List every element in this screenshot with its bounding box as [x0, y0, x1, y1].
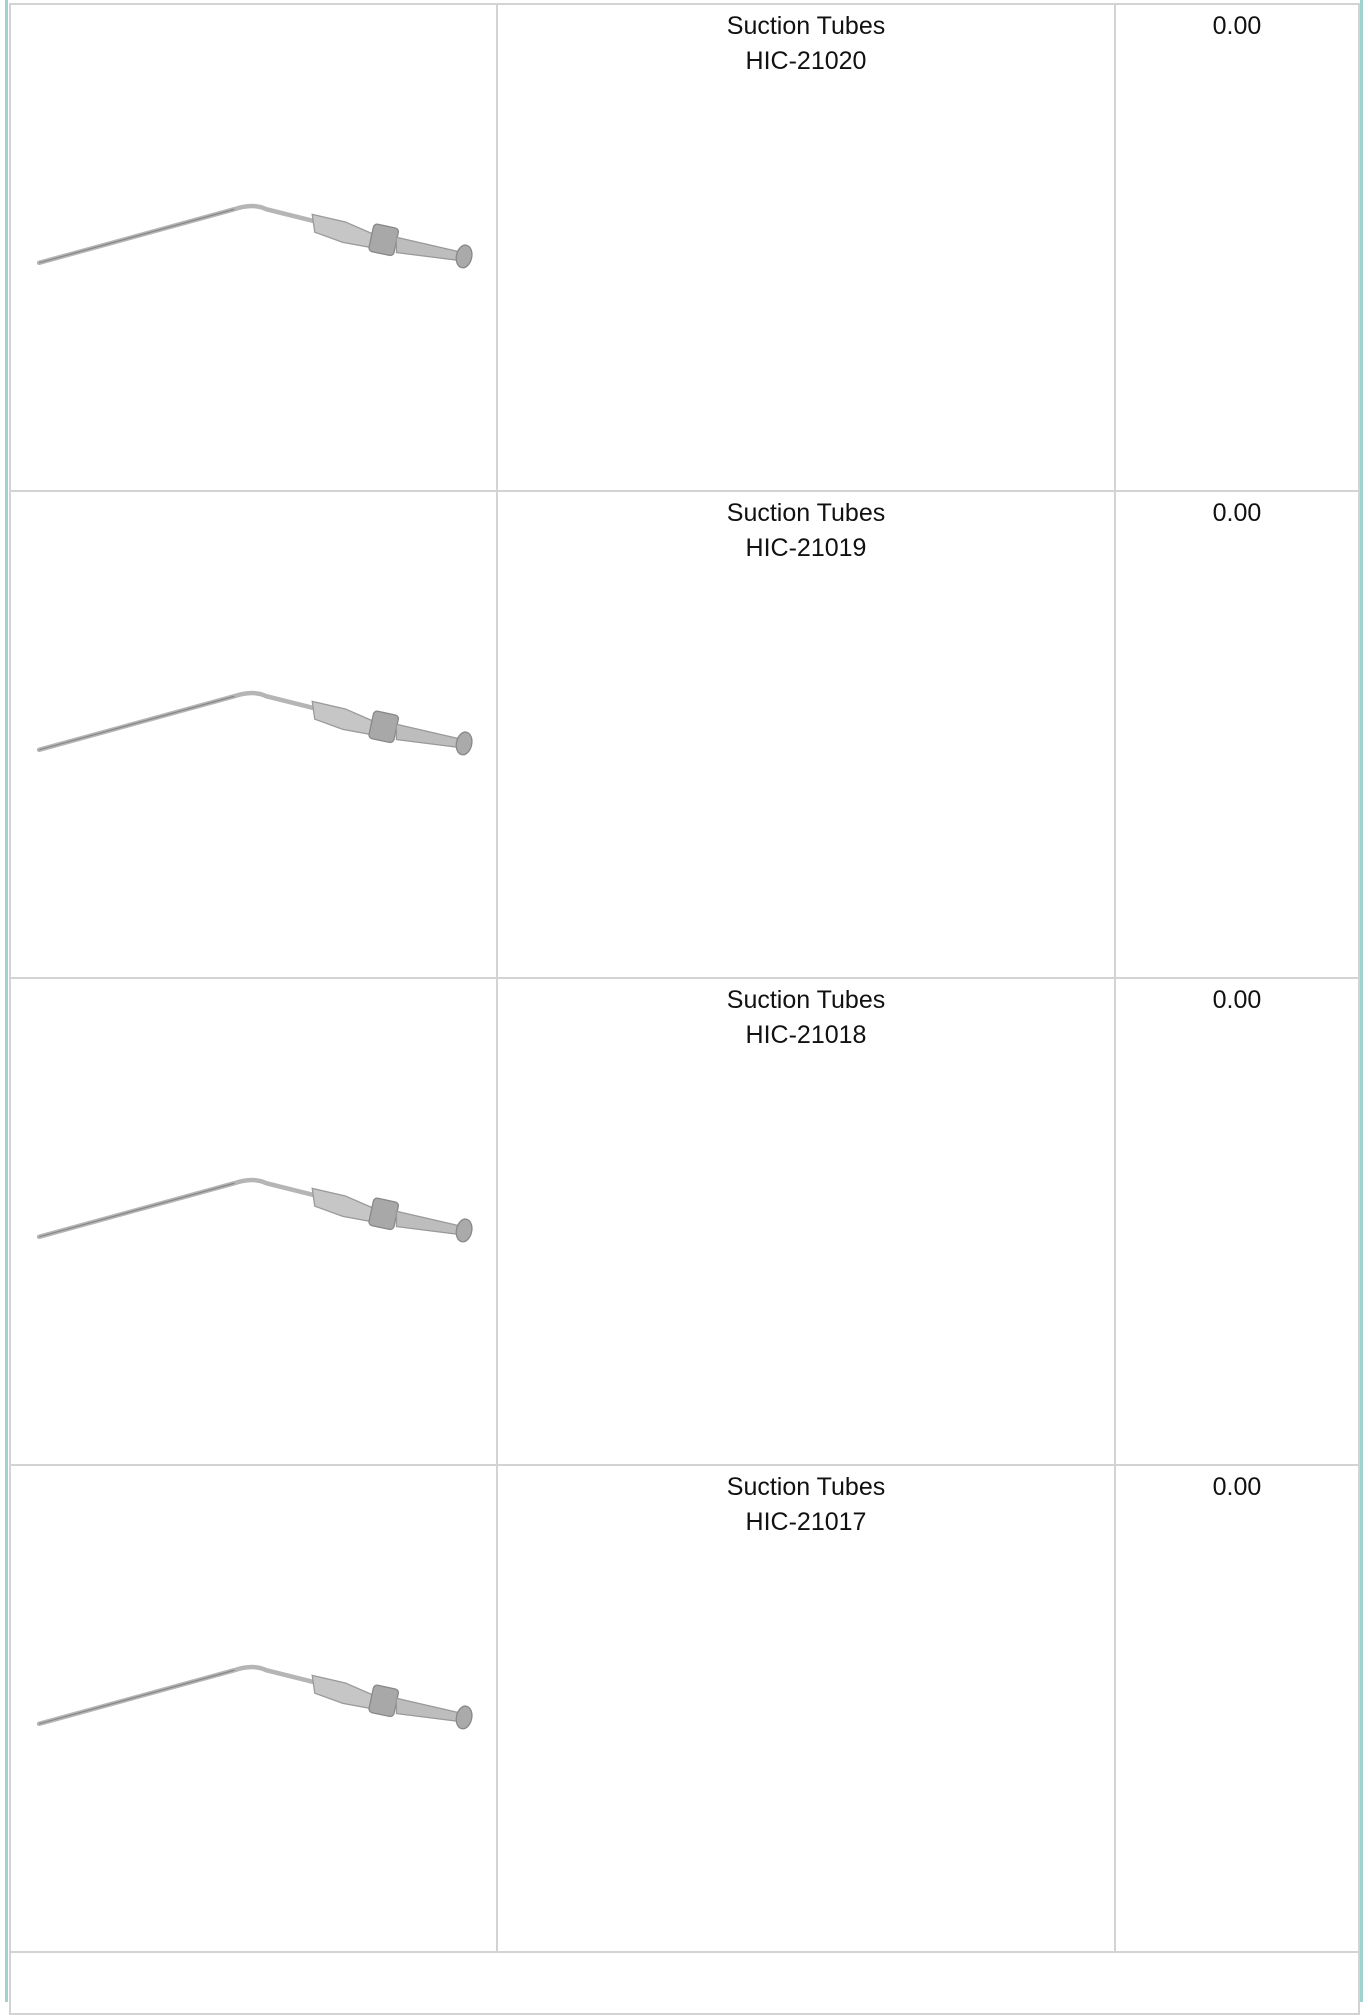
price-cell: 0.00: [1114, 3, 1360, 492]
product-price: 0.00: [1212, 12, 1262, 40]
product-row: Suction Tubes HIC-21018 0.00: [9, 977, 1360, 1466]
product-row: Suction Tubes HIC-21019 0.00: [9, 490, 1360, 979]
product-image: [36, 1177, 473, 1243]
product-image: [36, 1664, 473, 1730]
product-row: Suction Tubes HIC-21020 0.00: [9, 3, 1360, 492]
product-name: Suction Tubes: [726, 499, 886, 527]
product-code: HIC-21017: [745, 1508, 867, 1536]
price-cell: 0.00: [1114, 1464, 1360, 1953]
product-name: Suction Tubes: [726, 12, 886, 40]
image-cell: [9, 977, 498, 1466]
product-image: [36, 690, 473, 756]
image-cell: [9, 3, 498, 492]
product-price: 0.00: [1212, 986, 1262, 1014]
name-cell: Suction Tubes HIC-21019: [496, 490, 1116, 979]
product-price: 0.00: [1212, 1473, 1262, 1501]
product-price: 0.00: [1212, 499, 1262, 527]
name-cell: Suction Tubes HIC-21018: [496, 977, 1116, 1466]
name-cell: Suction Tubes HIC-21017: [496, 1464, 1116, 1953]
page: Suction Tubes HIC-21020 0.00 Suction Tubes H…: [5, 0, 1363, 2015]
product-code: HIC-21018: [745, 1021, 867, 1049]
price-cell: 0.00: [1114, 977, 1360, 1466]
product-code: HIC-21019: [745, 534, 867, 562]
empty-row: [9, 1951, 1360, 2015]
image-cell: [9, 490, 498, 979]
price-cell: 0.00: [1114, 490, 1360, 979]
product-row: Suction Tubes HIC-21017 0.00: [9, 1464, 1360, 1953]
name-cell: Suction Tubes HIC-21020: [496, 3, 1116, 492]
empty-cell: [9, 1951, 1360, 2015]
product-image: [36, 203, 473, 269]
product-table: Suction Tubes HIC-21020 0.00 Suction Tubes H…: [9, 3, 1360, 2015]
product-code: HIC-21020: [745, 47, 867, 75]
product-name: Suction Tubes: [726, 1473, 886, 1501]
product-name: Suction Tubes: [726, 986, 886, 1014]
image-cell: [9, 1464, 498, 1953]
